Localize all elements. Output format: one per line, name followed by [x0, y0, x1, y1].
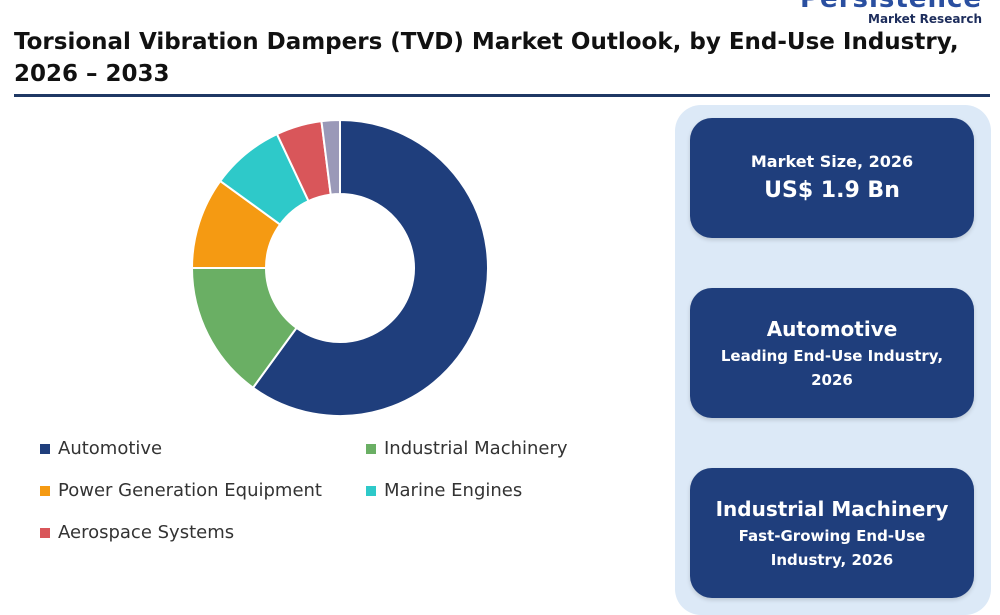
brand-name: Persistence: [800, 0, 982, 12]
legend-swatch: [40, 527, 50, 538]
leading-industry-card: Automotive Leading End-Use Industry, 202…: [690, 288, 974, 418]
donut-slice-automotive: [251, 118, 489, 417]
legend-swatch: [40, 443, 50, 454]
market-size-value: US$ 1.9 Bn: [764, 178, 900, 203]
legend-item-power-generation-equipment: Power Generation Equipment: [40, 480, 322, 501]
legend-swatch: [40, 485, 50, 496]
legend-item-automotive: Automotive: [40, 438, 162, 459]
market-size-card: Market Size, 2026 US$ 1.9 Bn: [690, 118, 974, 238]
market-size-label: Market Size, 2026: [750, 152, 914, 171]
legend-swatch: [366, 443, 376, 454]
legend-label: Industrial Machinery: [384, 438, 568, 459]
legend-swatch: [366, 485, 376, 496]
brand-tagline: Market Research: [868, 12, 982, 26]
legend-item-aerospace-systems: Aerospace Systems: [40, 522, 234, 543]
donut-slice-other: [320, 118, 341, 196]
legend-label: Aerospace Systems: [58, 522, 235, 543]
fast-growing-card: Industrial Machinery Fast-Growing End-Us…: [690, 468, 974, 598]
legend-label: Power Generation Equipment: [58, 480, 322, 501]
legend-label: Automotive: [58, 438, 163, 459]
legend-item-marine-engines: Marine Engines: [366, 480, 522, 501]
leading-industry-title: Automotive: [766, 317, 898, 341]
title-divider: [14, 94, 990, 97]
page-title: Torsional Vibration Dampers (TVD) Market…: [14, 29, 959, 87]
brand-logo: Persistence Market Research: [800, 0, 982, 26]
legend-item-industrial-machinery: Industrial Machinery: [366, 438, 568, 459]
fast-growing-title: Industrial Machinery: [715, 497, 949, 521]
leading-industry-subtitle: Leading End-Use Industry, 2026: [720, 347, 944, 389]
legend-label: Marine Engines: [384, 480, 523, 501]
chart-area: Automotive Industrial Machinery Power Gene…: [0, 100, 680, 600]
donut-chart: [190, 118, 489, 417]
fast-growing-subtitle: Fast-Growing End-Use Industry, 2026: [738, 527, 926, 569]
